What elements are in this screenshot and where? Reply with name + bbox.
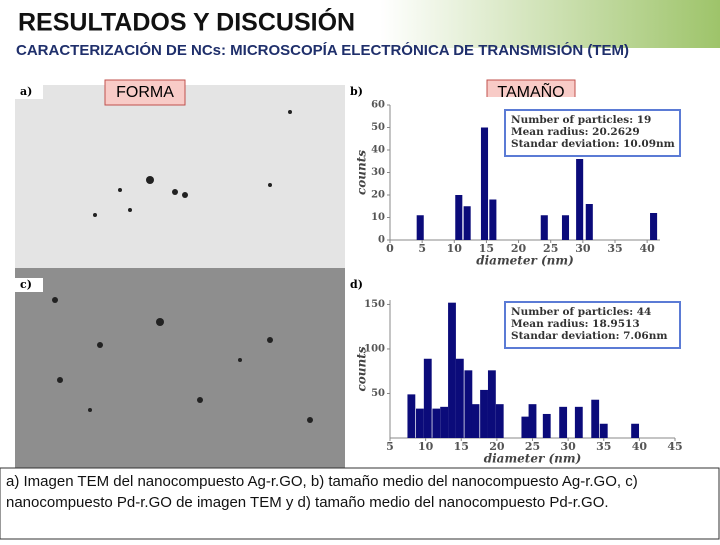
bar bbox=[463, 206, 471, 240]
y-tick-label: 0 bbox=[378, 235, 385, 246]
x-tick-label: 45 bbox=[667, 440, 682, 453]
bar bbox=[591, 399, 600, 438]
panel-label-bg bbox=[15, 278, 43, 292]
bar bbox=[440, 406, 449, 438]
x-tick-label: 10 bbox=[418, 440, 434, 453]
stats-line: Standar deviation: 10.09nm bbox=[511, 138, 675, 150]
y-tick-label: 20 bbox=[371, 190, 385, 201]
x-tick-label: 5 bbox=[386, 440, 394, 453]
bar bbox=[416, 215, 424, 240]
tem-image-c bbox=[15, 268, 345, 468]
y-tick-label: 100 bbox=[364, 343, 385, 354]
x-tick-label: 20 bbox=[511, 242, 527, 255]
subtitle: CARACTERIZACIÓN DE NCs: MICROSCOPÍA ELEC… bbox=[16, 42, 630, 59]
x-axis-label: diameter (nm) bbox=[484, 452, 582, 466]
bar bbox=[576, 159, 584, 240]
bar bbox=[432, 408, 441, 438]
bar bbox=[416, 408, 424, 438]
y-tick-label: 10 bbox=[371, 212, 385, 223]
title: RESULTADOS Y DISCUSIÓN bbox=[18, 7, 355, 37]
bar bbox=[480, 389, 488, 438]
panel-label-bg bbox=[15, 85, 43, 99]
y-tick-label: 60 bbox=[371, 100, 385, 111]
bar bbox=[650, 213, 658, 240]
x-tick-label: 30 bbox=[575, 242, 591, 255]
bar bbox=[631, 423, 640, 438]
bar bbox=[489, 199, 497, 240]
stats-box bbox=[504, 109, 681, 157]
panel-label: c) bbox=[20, 278, 32, 291]
tag: FORMA bbox=[116, 84, 174, 101]
y-tick-label: 40 bbox=[371, 145, 385, 156]
stats-line: Standar deviation: 7.06nm bbox=[511, 330, 667, 342]
stats-line: Mean radius: 18.9513 bbox=[511, 318, 640, 330]
y-tick-label: 150 bbox=[364, 299, 385, 310]
x-tick-label: 25 bbox=[525, 440, 540, 453]
x-tick-label: 40 bbox=[632, 440, 648, 453]
x-tick-label: 25 bbox=[543, 242, 558, 255]
bar bbox=[480, 127, 489, 240]
panel-label: b) bbox=[350, 85, 363, 98]
y-tick-label: 30 bbox=[371, 167, 385, 178]
caption-wrap: a) Imagen TEM del nanocompuesto Ag-r.GO,… bbox=[6, 473, 638, 511]
bar bbox=[521, 416, 530, 438]
caption-box bbox=[0, 467, 720, 540]
x-tick-label: 10 bbox=[447, 242, 463, 255]
tag: TAMAÑO bbox=[497, 81, 564, 101]
y-tick-label: 50 bbox=[371, 388, 385, 399]
panel-label: d) bbox=[350, 278, 363, 291]
x-tick-label: 20 bbox=[489, 440, 505, 453]
bar bbox=[464, 370, 473, 438]
x-tick-label: 0 bbox=[386, 242, 394, 255]
y-tick-label: 50 bbox=[371, 122, 385, 133]
bar bbox=[423, 358, 432, 438]
stats-line: Number of particles: 19 bbox=[511, 114, 651, 126]
x-tick-label: 40 bbox=[639, 242, 655, 255]
bar bbox=[561, 215, 570, 240]
bar bbox=[487, 370, 496, 438]
bar bbox=[528, 404, 537, 438]
particles bbox=[52, 110, 313, 423]
caption: a) Imagen TEM del nanocompuesto Ag-r.GO,… bbox=[6, 473, 638, 511]
bar bbox=[559, 406, 568, 438]
x-tick-label: 35 bbox=[607, 242, 622, 255]
bar bbox=[455, 358, 464, 438]
x-tick-label: 5 bbox=[418, 242, 426, 255]
bar bbox=[542, 413, 551, 438]
x-tick-label: 35 bbox=[596, 440, 611, 453]
bar bbox=[574, 406, 583, 438]
stats-line: Mean radius: 20.2629 bbox=[511, 126, 640, 138]
bar bbox=[495, 404, 504, 438]
x-axis-label: diameter (nm) bbox=[476, 254, 574, 268]
stats-line: Number of particles: 44 bbox=[511, 306, 651, 318]
x-tick-label: 15 bbox=[454, 440, 469, 453]
y-axis-label: counts bbox=[355, 346, 369, 391]
header-band bbox=[380, 0, 720, 48]
stats-box bbox=[504, 301, 681, 349]
bar bbox=[471, 404, 480, 438]
bar bbox=[448, 302, 456, 438]
bar bbox=[599, 423, 608, 438]
tem-image-a bbox=[15, 85, 345, 268]
subtitle-box: CARACTERIZACIÓN DE NCs: MICROSCOPÍA ELEC… bbox=[16, 42, 630, 59]
bar bbox=[455, 195, 463, 240]
bar bbox=[585, 204, 593, 240]
x-tick-label: 30 bbox=[560, 440, 576, 453]
bar bbox=[540, 215, 548, 240]
y-axis-label: counts bbox=[355, 150, 369, 195]
tag-box bbox=[104, 79, 186, 106]
bar bbox=[407, 394, 416, 438]
x-tick-label: 15 bbox=[479, 242, 494, 255]
panel-label: a) bbox=[20, 85, 32, 98]
